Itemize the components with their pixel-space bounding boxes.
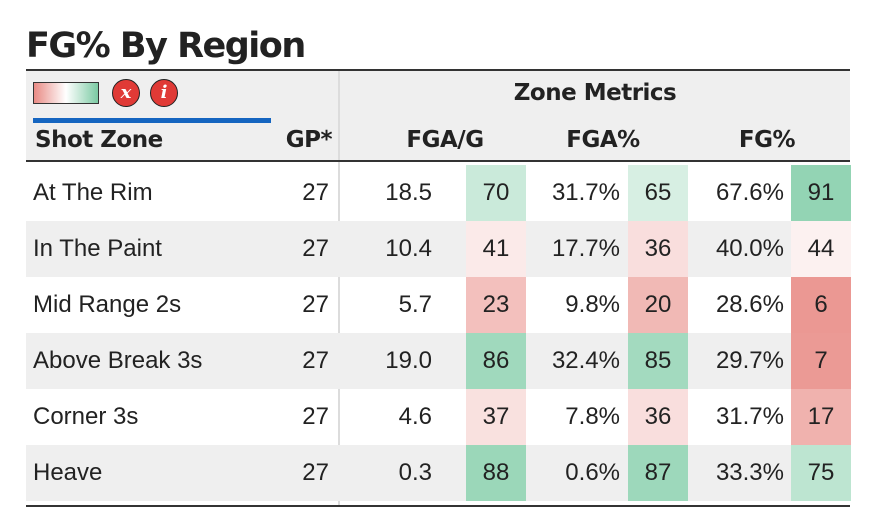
color-scale-legend [33, 82, 99, 104]
cell-gp: 27 [302, 459, 329, 486]
cell-fg-pct: 28.6% [715, 291, 784, 318]
table-row: Above Break 3s 27 19.0 86 32.4% 85 29.7% 7 [26, 333, 851, 389]
cell-fg-pct: 40.0% [715, 235, 784, 262]
cell-fg-pct: 33.3% [715, 459, 784, 486]
cell-fga-g: 18.5 [385, 179, 432, 206]
page-title: FG% By Region [26, 26, 306, 66]
cell-fga-g: 5.7 [398, 291, 432, 318]
cell-fga-g: 0.3 [398, 459, 432, 486]
cell-fga-g: 4.6 [398, 403, 432, 430]
cell-zone: In The Paint [33, 235, 162, 262]
cell-fga-g-percentile: 37 [466, 389, 526, 445]
col-header-fga-g[interactable]: FGA/G [406, 127, 484, 153]
cell-fga-g-percentile: 86 [466, 333, 526, 389]
cell-fga-pct-percentile: 36 [628, 221, 688, 277]
info-button[interactable]: i [150, 79, 178, 107]
table-row: Corner 3s 27 4.6 37 7.8% 36 31.7% 17 [26, 389, 851, 445]
cell-fg-pct-percentile: 91 [791, 165, 851, 221]
group-header-zone-metrics: Zone Metrics [513, 80, 677, 106]
cell-fga-pct: 7.8% [565, 403, 620, 430]
bottom-rule [26, 505, 850, 507]
col-header-fg-pct[interactable]: FG% [738, 127, 796, 153]
cell-fga-g: 19.0 [385, 347, 432, 374]
table-row: Mid Range 2s 27 5.7 23 9.8% 20 28.6% 6 [26, 277, 851, 333]
cell-fg-pct: 29.7% [715, 347, 784, 374]
cell-fga-pct-percentile: 87 [628, 445, 688, 501]
cell-fga-g-percentile: 70 [466, 165, 526, 221]
cell-fga-pct-percentile: 65 [628, 165, 688, 221]
cell-fga-g-percentile: 41 [466, 221, 526, 277]
cell-fga-g: 10.4 [385, 235, 432, 262]
cell-fg-pct: 31.7% [715, 403, 784, 430]
cell-fga-pct: 17.7% [551, 235, 620, 262]
cell-fga-g-percentile: 88 [466, 445, 526, 501]
cell-fg-pct-percentile: 7 [791, 333, 851, 389]
col-header-fga-pct[interactable]: FGA% [566, 127, 640, 153]
cell-fg-pct: 67.6% [715, 179, 784, 206]
cell-gp: 27 [302, 347, 329, 374]
cell-fg-pct-percentile: 44 [791, 221, 851, 277]
cell-fga-pct-percentile: 36 [628, 389, 688, 445]
clear-button[interactable]: x [112, 79, 140, 107]
cell-fg-pct-percentile: 17 [791, 389, 851, 445]
top-rule [26, 69, 850, 71]
col-header-gp[interactable]: GP* [285, 127, 333, 153]
cell-zone: At The Rim [33, 179, 153, 206]
cell-zone: Corner 3s [33, 403, 139, 430]
cell-fga-g-percentile: 23 [466, 277, 526, 333]
cell-gp: 27 [302, 291, 329, 318]
sort-indicator [33, 118, 271, 123]
cell-fga-pct: 31.7% [551, 179, 620, 206]
cell-fga-pct: 9.8% [565, 291, 620, 318]
cell-fga-pct: 0.6% [565, 459, 620, 486]
cell-zone: Above Break 3s [33, 347, 203, 374]
cell-fg-pct-percentile: 75 [791, 445, 851, 501]
cell-fg-pct-percentile: 6 [791, 277, 851, 333]
cell-fga-pct-percentile: 20 [628, 277, 688, 333]
table-row: Heave 27 0.3 88 0.6% 87 33.3% 75 [26, 445, 851, 501]
header-rule [26, 160, 850, 162]
cell-gp: 27 [302, 403, 329, 430]
cell-fga-pct-percentile: 85 [628, 333, 688, 389]
cell-fga-pct: 32.4% [551, 347, 620, 374]
column-divider [338, 71, 340, 506]
col-header-shot-zone[interactable]: Shot Zone [35, 127, 163, 153]
cell-zone: Heave [33, 459, 103, 486]
cell-gp: 27 [302, 235, 329, 262]
cell-gp: 27 [302, 179, 329, 206]
table-row: At The Rim 27 18.5 70 31.7% 65 67.6% 91 [26, 165, 851, 221]
cell-zone: Mid Range 2s [33, 291, 182, 318]
table-row: In The Paint 27 10.4 41 17.7% 36 40.0% 44 [26, 221, 851, 277]
